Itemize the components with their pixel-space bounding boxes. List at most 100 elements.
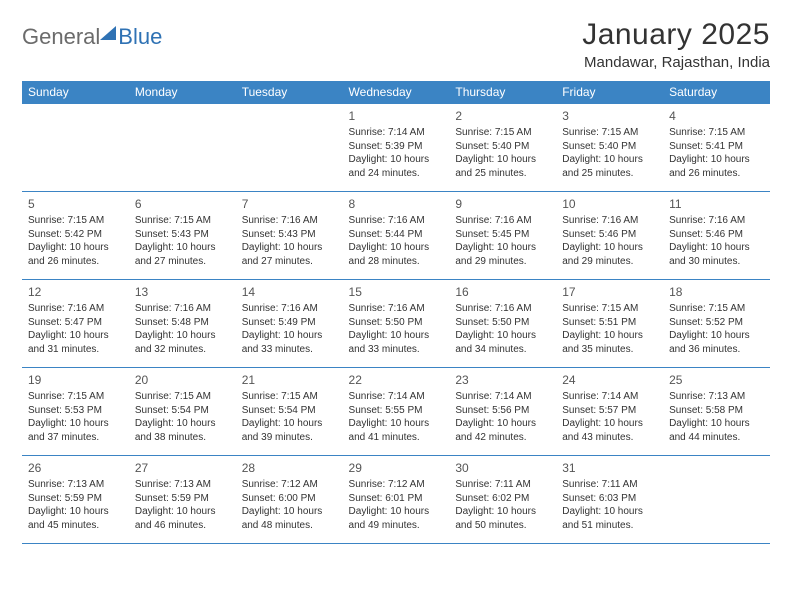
- sunrise-text: Sunrise: 7:15 AM: [455, 126, 550, 140]
- dl2-text: and 29 minutes.: [455, 255, 550, 269]
- day-number: 22: [349, 372, 444, 388]
- calendar-day-cell: 24Sunrise: 7:14 AMSunset: 5:57 PMDayligh…: [556, 368, 663, 456]
- dl2-text: and 27 minutes.: [242, 255, 337, 269]
- day-number: 29: [349, 460, 444, 476]
- dl1-text: Daylight: 10 hours: [28, 241, 123, 255]
- sunrise-text: Sunrise: 7:16 AM: [669, 214, 764, 228]
- weekday-header: Friday: [556, 81, 663, 104]
- sunset-text: Sunset: 5:50 PM: [349, 316, 444, 330]
- sunset-text: Sunset: 5:47 PM: [28, 316, 123, 330]
- dl1-text: Daylight: 10 hours: [242, 505, 337, 519]
- day-number: 8: [349, 196, 444, 212]
- sunset-text: Sunset: 5:46 PM: [562, 228, 657, 242]
- calendar-day-cell: 7Sunrise: 7:16 AMSunset: 5:43 PMDaylight…: [236, 192, 343, 280]
- dl2-text: and 36 minutes.: [669, 343, 764, 357]
- day-number: 25: [669, 372, 764, 388]
- sunrise-text: Sunrise: 7:16 AM: [135, 302, 230, 316]
- sunset-text: Sunset: 5:45 PM: [455, 228, 550, 242]
- dl2-text: and 26 minutes.: [669, 167, 764, 181]
- dl1-text: Daylight: 10 hours: [455, 329, 550, 343]
- day-number: 18: [669, 284, 764, 300]
- sunset-text: Sunset: 6:02 PM: [455, 492, 550, 506]
- sunset-text: Sunset: 5:54 PM: [242, 404, 337, 418]
- day-number: 13: [135, 284, 230, 300]
- sunrise-text: Sunrise: 7:14 AM: [349, 390, 444, 404]
- sunset-text: Sunset: 5:51 PM: [562, 316, 657, 330]
- sunset-text: Sunset: 5:42 PM: [28, 228, 123, 242]
- dl1-text: Daylight: 10 hours: [349, 505, 444, 519]
- sunrise-text: Sunrise: 7:15 AM: [669, 302, 764, 316]
- dl2-text: and 27 minutes.: [135, 255, 230, 269]
- calendar-day-cell: [236, 104, 343, 192]
- sunset-text: Sunset: 5:49 PM: [242, 316, 337, 330]
- weekday-header: Tuesday: [236, 81, 343, 104]
- sunset-text: Sunset: 5:44 PM: [349, 228, 444, 242]
- calendar-day-cell: 20Sunrise: 7:15 AMSunset: 5:54 PMDayligh…: [129, 368, 236, 456]
- calendar-day-cell: 18Sunrise: 7:15 AMSunset: 5:52 PMDayligh…: [663, 280, 770, 368]
- dl1-text: Daylight: 10 hours: [135, 417, 230, 431]
- dl2-text: and 34 minutes.: [455, 343, 550, 357]
- location-subtitle: Mandawar, Rajasthan, India: [582, 54, 770, 71]
- calendar-day-cell: 16Sunrise: 7:16 AMSunset: 5:50 PMDayligh…: [449, 280, 556, 368]
- dl1-text: Daylight: 10 hours: [455, 505, 550, 519]
- sunrise-text: Sunrise: 7:16 AM: [455, 214, 550, 228]
- calendar-day-cell: [129, 104, 236, 192]
- dl2-text: and 44 minutes.: [669, 431, 764, 445]
- dl1-text: Daylight: 10 hours: [562, 329, 657, 343]
- dl1-text: Daylight: 10 hours: [242, 241, 337, 255]
- dl2-text: and 43 minutes.: [562, 431, 657, 445]
- sunset-text: Sunset: 5:53 PM: [28, 404, 123, 418]
- dl2-text: and 37 minutes.: [28, 431, 123, 445]
- sunrise-text: Sunrise: 7:15 AM: [562, 302, 657, 316]
- day-number: 26: [28, 460, 123, 476]
- sunrise-text: Sunrise: 7:14 AM: [349, 126, 444, 140]
- dl1-text: Daylight: 10 hours: [562, 505, 657, 519]
- calendar-day-cell: 9Sunrise: 7:16 AMSunset: 5:45 PMDaylight…: [449, 192, 556, 280]
- dl2-text: and 45 minutes.: [28, 519, 123, 533]
- dl1-text: Daylight: 10 hours: [135, 505, 230, 519]
- dl2-text: and 33 minutes.: [349, 343, 444, 357]
- dl2-text: and 31 minutes.: [28, 343, 123, 357]
- dl1-text: Daylight: 10 hours: [135, 241, 230, 255]
- sunrise-text: Sunrise: 7:14 AM: [455, 390, 550, 404]
- sunset-text: Sunset: 5:57 PM: [562, 404, 657, 418]
- calendar-day-cell: 21Sunrise: 7:15 AMSunset: 5:54 PMDayligh…: [236, 368, 343, 456]
- calendar-day-cell: 14Sunrise: 7:16 AMSunset: 5:49 PMDayligh…: [236, 280, 343, 368]
- sunset-text: Sunset: 5:39 PM: [349, 140, 444, 154]
- dl2-text: and 25 minutes.: [455, 167, 550, 181]
- calendar-day-cell: 27Sunrise: 7:13 AMSunset: 5:59 PMDayligh…: [129, 456, 236, 544]
- calendar-week-row: 12 Sunrise: 7:16 AM Sunset: 5:47 PM Dayligh…: [22, 280, 770, 368]
- sunset-text: Sunset: 6:01 PM: [349, 492, 444, 506]
- dl2-text: and 30 minutes.: [669, 255, 764, 269]
- dl1-text: Daylight: 10 hours: [135, 329, 230, 343]
- sunrise-text: Sunrise: 7:15 AM: [28, 390, 123, 404]
- sunrise-text: Sunrise: 7:16 AM: [349, 214, 444, 228]
- sunrise-text: Sunrise: 7:16 AM: [242, 214, 337, 228]
- day-number: 6: [135, 196, 230, 212]
- weekday-header: Thursday: [449, 81, 556, 104]
- dl2-text: and 35 minutes.: [562, 343, 657, 357]
- dl2-text: and 51 minutes.: [562, 519, 657, 533]
- calendar-body: 1Sunrise: 7:14 AMSunset: 5:39 PMDaylight…: [22, 104, 770, 544]
- dl2-text: and 50 minutes.: [455, 519, 550, 533]
- title-block: January 2025 Mandawar, Rajasthan, India: [582, 18, 770, 71]
- dl2-text: and 33 minutes.: [242, 343, 337, 357]
- sunrise-text: Sunrise: 7:11 AM: [562, 478, 657, 492]
- day-number: 10: [562, 196, 657, 212]
- dl1-text: Daylight: 10 hours: [669, 329, 764, 343]
- dl1-text: Daylight: 10 hours: [455, 417, 550, 431]
- sunrise-text: Sunrise: 7:13 AM: [28, 478, 123, 492]
- dl2-text: and 46 minutes.: [135, 519, 230, 533]
- dl1-text: Daylight: 10 hours: [349, 329, 444, 343]
- calendar-day-cell: 23Sunrise: 7:14 AMSunset: 5:56 PMDayligh…: [449, 368, 556, 456]
- header: General Blue January 2025 Mandawar, Raja…: [22, 18, 770, 71]
- day-number: 12: [28, 284, 123, 300]
- sunrise-text: Sunrise: 7:16 AM: [562, 214, 657, 228]
- day-number: 27: [135, 460, 230, 476]
- weekday-header: Wednesday: [343, 81, 450, 104]
- day-number: 24: [562, 372, 657, 388]
- calendar-day-cell: 25Sunrise: 7:13 AMSunset: 5:58 PMDayligh…: [663, 368, 770, 456]
- dl2-text: and 39 minutes.: [242, 431, 337, 445]
- dl2-text: and 48 minutes.: [242, 519, 337, 533]
- calendar-week-row: 26Sunrise: 7:13 AMSunset: 5:59 PMDayligh…: [22, 456, 770, 544]
